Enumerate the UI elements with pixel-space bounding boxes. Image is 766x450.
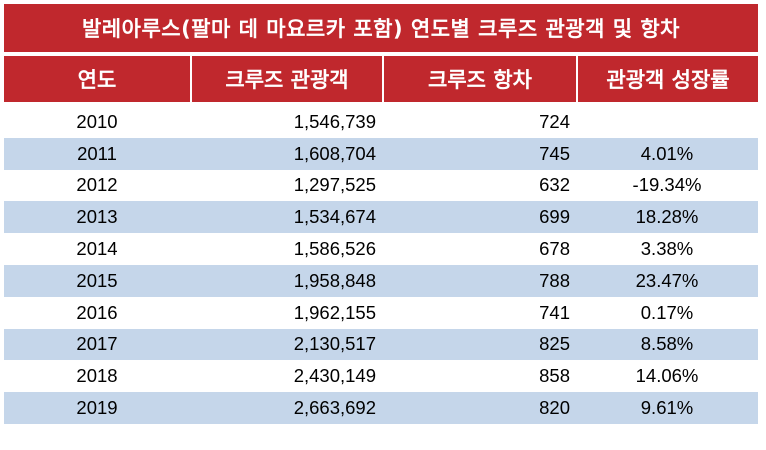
- cell-growth: 14.06%: [635, 365, 699, 387]
- cell-year: 2013: [76, 206, 118, 228]
- cell-year: 2014: [76, 238, 118, 260]
- table-row: 2010 1,546,739 724: [4, 106, 758, 138]
- table-row: 2014 1,586,526 678 3.38%: [4, 233, 758, 265]
- cell-calls: 699: [539, 206, 570, 228]
- cell-growth: 23.47%: [635, 269, 699, 291]
- cell-visitors: 2,130,517: [293, 333, 376, 355]
- cell-calls: 745: [539, 142, 570, 164]
- cell-calls: 858: [539, 365, 570, 387]
- cell-growth: 18.28%: [635, 206, 699, 228]
- header-visitor-growth: 관광객 성장률: [576, 56, 758, 102]
- cell-visitors: 1,534,674: [293, 206, 376, 228]
- table-row: 2018 2,430,149 858 14.06%: [4, 360, 758, 392]
- cell-visitors: 1,586,526: [293, 238, 376, 260]
- cell-visitors: 1,958,848: [293, 269, 376, 291]
- header-year: 연도: [77, 68, 117, 92]
- cell-year: 2015: [76, 269, 118, 291]
- table-header-row: 연도 크루즈 관광객 크루즈 항차 관광객 성장률: [4, 56, 758, 102]
- cell-growth: -19.34%: [632, 174, 702, 196]
- cell-growth: 0.17%: [640, 301, 694, 323]
- cell-visitors: 2,663,692: [293, 397, 376, 419]
- cell-calls: 788: [539, 269, 570, 291]
- cell-year: 2017: [76, 333, 118, 355]
- cell-year: 2011: [77, 142, 117, 164]
- cell-visitors: 1,546,739: [293, 110, 376, 132]
- cell-year: 2012: [76, 174, 118, 196]
- table-row: 2017 2,130,517 825 8.58%: [4, 328, 758, 361]
- cell-visitors: 1,297,525: [293, 174, 376, 196]
- cell-calls: 678: [539, 238, 570, 260]
- cell-growth: 4.01%: [640, 142, 694, 164]
- cell-calls: 724: [539, 110, 570, 132]
- table-title: 발레아루스(팔마 데 마요르카 포함) 연도별 크루즈 관광객 및 항차: [4, 4, 758, 52]
- cell-calls: 741: [539, 301, 570, 323]
- cell-growth: 8.58%: [640, 333, 694, 355]
- table-row: 2016 1,962,155 741 0.17%: [4, 297, 758, 329]
- table-row: 2011 1,608,704 745 4.01%: [4, 137, 758, 170]
- cell-year: 2016: [76, 301, 118, 323]
- table-row: 2013 1,534,674 699 18.28%: [4, 201, 758, 234]
- cell-year: 2018: [76, 365, 118, 387]
- header-cruise-visitors: 크루즈 관광객: [190, 56, 382, 102]
- cell-year: 2010: [76, 110, 118, 132]
- cell-growth: 3.38%: [640, 238, 694, 260]
- cell-growth: 9.61%: [640, 397, 694, 419]
- cell-calls: 820: [539, 397, 570, 419]
- cell-calls: 825: [539, 333, 570, 355]
- table-row: 2012 1,297,525 632 -19.34%: [4, 170, 758, 202]
- cell-growth: [576, 106, 758, 138]
- table-row: 2019 2,663,692 820 9.61%: [4, 392, 758, 424]
- cell-calls: 632: [539, 174, 570, 196]
- table-body: 2010 1,546,739 724 2011 1,608,704 745 4.…: [4, 106, 758, 424]
- table-row: 2015 1,958,848 788 23.47%: [4, 264, 758, 297]
- cell-visitors: 2,430,149: [293, 365, 376, 387]
- header-cruise-calls: 크루즈 항차: [382, 56, 576, 102]
- cell-visitors: 1,962,155: [293, 301, 376, 323]
- cell-visitors: 1,608,704: [293, 142, 376, 164]
- cell-year: 2019: [76, 397, 118, 419]
